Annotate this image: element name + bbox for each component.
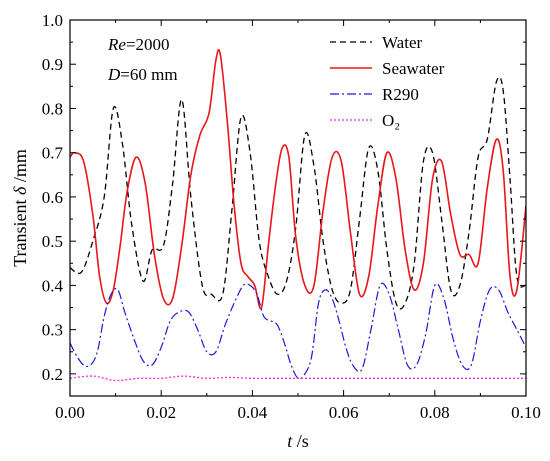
y-tick-label: 0.4 [42, 276, 64, 295]
x-axis-title: t /s [287, 431, 309, 451]
legend-label: Seawater [382, 59, 445, 78]
y-tick-label: 0.8 [42, 99, 63, 118]
series-line-water [70, 76, 526, 310]
svg-text:Re=2000: Re=2000 [107, 35, 170, 54]
x-tick-label: 0.00 [55, 403, 85, 422]
series-line-r290 [70, 282, 526, 380]
y-tick-label: 0.2 [42, 365, 63, 384]
annotation-re-var: Re [107, 35, 126, 54]
x-tick-label: 0.08 [420, 403, 450, 422]
x-axis-unit: /s [292, 431, 309, 451]
x-tick-label: 0.02 [146, 403, 176, 422]
y-tick-label: 0.3 [42, 321, 63, 340]
y-axis-title: Transient δ /mm [10, 149, 30, 267]
svg-text:D=60 mm: D=60 mm [107, 65, 178, 84]
legend: Water Seawater R290 O₂ [330, 33, 445, 130]
y-tick-label: 1.0 [42, 11, 63, 30]
annotation-d: D=60 mm [107, 65, 178, 84]
y-tick-label: 0.6 [42, 188, 63, 207]
y-axis-var: δ [10, 186, 30, 195]
legend-label: Water [382, 33, 422, 52]
series-line-seawater [70, 48, 526, 310]
y-axis-prefix: Transient [10, 195, 30, 267]
legend-label: R290 [382, 85, 419, 104]
ticks-layer: 0.00 0.02 0.04 0.06 0.08 0.10 0.2 0.3 0.4 0.5 0.6 0… [42, 11, 541, 422]
annotation-d-value: =60 mm [120, 65, 177, 84]
x-axis-var: t [287, 431, 293, 451]
y-tick-label: 0.7 [42, 144, 64, 163]
x-tick-label: 0.06 [329, 403, 359, 422]
y-axis-unit: /mm [10, 149, 30, 187]
legend-label: O₂ [382, 111, 400, 130]
annotation-re-value: =2000 [126, 35, 170, 54]
x-tick-label: 0.10 [511, 403, 541, 422]
annotation-re: Re=2000 [107, 35, 170, 54]
series-layer [70, 48, 526, 382]
series-line-o [70, 375, 526, 382]
y-tick-label: 0.9 [42, 55, 63, 74]
annotation-d-var: D [107, 65, 121, 84]
x-tick-label: 0.04 [238, 403, 268, 422]
y-tick-label: 0.5 [42, 232, 63, 251]
